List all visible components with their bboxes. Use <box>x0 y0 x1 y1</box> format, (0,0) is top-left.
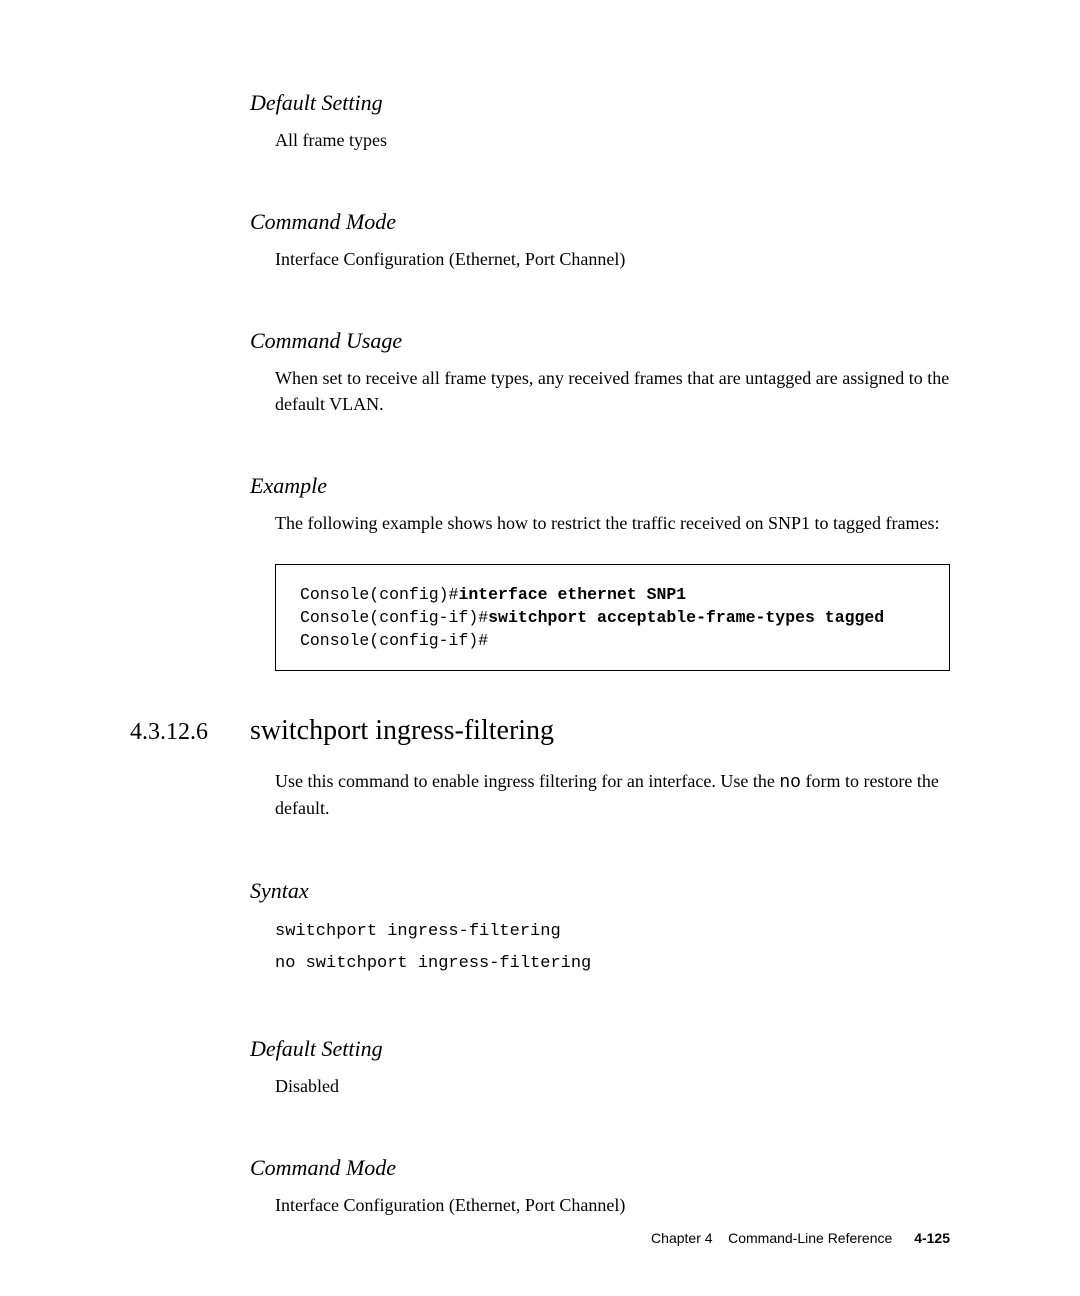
code-prompt: Console(config-if)# <box>300 608 488 627</box>
default-setting-heading-1: Default Setting <box>130 90 950 116</box>
example-heading: Example <box>130 473 950 499</box>
default-setting-heading-2: Default Setting <box>130 1036 950 1062</box>
footer-chapter: Chapter 4 <box>651 1230 712 1246</box>
desc-text-pre: Use this command to enable ingress filte… <box>275 771 779 791</box>
code-command: switchport acceptable-frame-types tagged <box>488 608 884 627</box>
syntax-heading: Syntax <box>130 878 950 904</box>
code-command: interface ethernet SNP1 <box>458 585 686 604</box>
syntax-code-block: switchport ingress-filtering no switchpo… <box>130 916 950 981</box>
example-text: The following example shows how to restr… <box>130 511 950 536</box>
syntax-line-1: switchport ingress-filtering <box>275 922 561 941</box>
section-title: switchport ingress-filtering <box>250 715 554 747</box>
command-mode-text-2: Interface Configuration (Ethernet, Port … <box>130 1193 950 1218</box>
section-description: Use this command to enable ingress filte… <box>130 769 950 821</box>
page-footer: Chapter 4 Command-Line Reference 4-125 <box>651 1230 950 1246</box>
command-usage-text: When set to receive all frame types, any… <box>130 366 950 416</box>
example-code-block: Console(config)#interface ethernet SNP1 … <box>275 564 950 671</box>
default-setting-text-1: All frame types <box>130 128 950 153</box>
command-mode-text-1: Interface Configuration (Ethernet, Port … <box>130 247 950 272</box>
command-usage-heading: Command Usage <box>130 328 950 354</box>
footer-page-number: 4-125 <box>914 1230 950 1246</box>
code-prompt: Console(config)# <box>300 585 458 604</box>
default-setting-text-2: Disabled <box>130 1074 950 1099</box>
inline-code-no: no <box>779 773 801 793</box>
code-prompt: Console(config-if)# <box>300 631 488 650</box>
command-mode-heading-1: Command Mode <box>130 209 950 235</box>
command-mode-heading-2: Command Mode <box>130 1155 950 1181</box>
syntax-line-2: no switchport ingress-filtering <box>275 954 591 973</box>
section-number: 4.3.12.6 <box>130 719 250 746</box>
document-page: Default Setting All frame types Command … <box>0 0 1080 1296</box>
section-heading-numbered: 4.3.12.6 switchport ingress-filtering <box>130 715 950 747</box>
footer-title: Command-Line Reference <box>728 1230 892 1246</box>
